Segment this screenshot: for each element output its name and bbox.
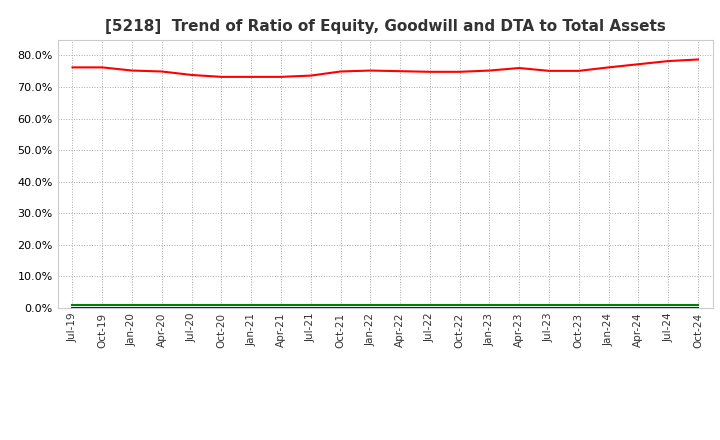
Deferred Tax Assets: [575, 303, 583, 308]
Goodwill: [247, 305, 256, 311]
Goodwill: [276, 305, 285, 311]
Goodwill: [455, 305, 464, 311]
Equity: [545, 68, 554, 73]
Equity: [396, 69, 405, 74]
Deferred Tax Assets: [664, 303, 672, 308]
Goodwill: [98, 305, 107, 311]
Equity: [426, 69, 434, 74]
Goodwill: [187, 305, 196, 311]
Deferred Tax Assets: [98, 303, 107, 308]
Deferred Tax Assets: [396, 303, 405, 308]
Deferred Tax Assets: [455, 303, 464, 308]
Equity: [217, 74, 226, 80]
Deferred Tax Assets: [247, 303, 256, 308]
Equity: [247, 74, 256, 80]
Goodwill: [217, 305, 226, 311]
Deferred Tax Assets: [187, 303, 196, 308]
Goodwill: [426, 305, 434, 311]
Equity: [455, 69, 464, 74]
Deferred Tax Assets: [485, 303, 494, 308]
Equity: [68, 65, 77, 70]
Goodwill: [634, 305, 643, 311]
Deferred Tax Assets: [336, 303, 345, 308]
Line: Equity: Equity: [73, 59, 698, 77]
Goodwill: [604, 305, 613, 311]
Goodwill: [545, 305, 554, 311]
Deferred Tax Assets: [545, 303, 554, 308]
Equity: [693, 57, 702, 62]
Equity: [98, 65, 107, 70]
Equity: [664, 59, 672, 64]
Deferred Tax Assets: [127, 303, 136, 308]
Deferred Tax Assets: [276, 303, 285, 308]
Goodwill: [336, 305, 345, 311]
Deferred Tax Assets: [217, 303, 226, 308]
Deferred Tax Assets: [604, 303, 613, 308]
Goodwill: [396, 305, 405, 311]
Goodwill: [575, 305, 583, 311]
Equity: [366, 68, 374, 73]
Title: [5218]  Trend of Ratio of Equity, Goodwill and DTA to Total Assets: [5218] Trend of Ratio of Equity, Goodwil…: [105, 19, 665, 34]
Equity: [158, 69, 166, 74]
Goodwill: [485, 305, 494, 311]
Equity: [307, 73, 315, 78]
Goodwill: [68, 305, 77, 311]
Equity: [515, 66, 523, 71]
Goodwill: [664, 305, 672, 311]
Goodwill: [366, 305, 374, 311]
Equity: [276, 74, 285, 80]
Equity: [634, 62, 643, 67]
Deferred Tax Assets: [158, 303, 166, 308]
Goodwill: [307, 305, 315, 311]
Equity: [336, 69, 345, 74]
Deferred Tax Assets: [693, 303, 702, 308]
Equity: [604, 65, 613, 70]
Deferred Tax Assets: [634, 303, 643, 308]
Deferred Tax Assets: [68, 303, 77, 308]
Goodwill: [515, 305, 523, 311]
Equity: [485, 68, 494, 73]
Deferred Tax Assets: [307, 303, 315, 308]
Equity: [187, 72, 196, 77]
Deferred Tax Assets: [426, 303, 434, 308]
Goodwill: [127, 305, 136, 311]
Equity: [127, 68, 136, 73]
Goodwill: [158, 305, 166, 311]
Deferred Tax Assets: [366, 303, 374, 308]
Equity: [575, 68, 583, 73]
Goodwill: [693, 305, 702, 311]
Deferred Tax Assets: [515, 303, 523, 308]
